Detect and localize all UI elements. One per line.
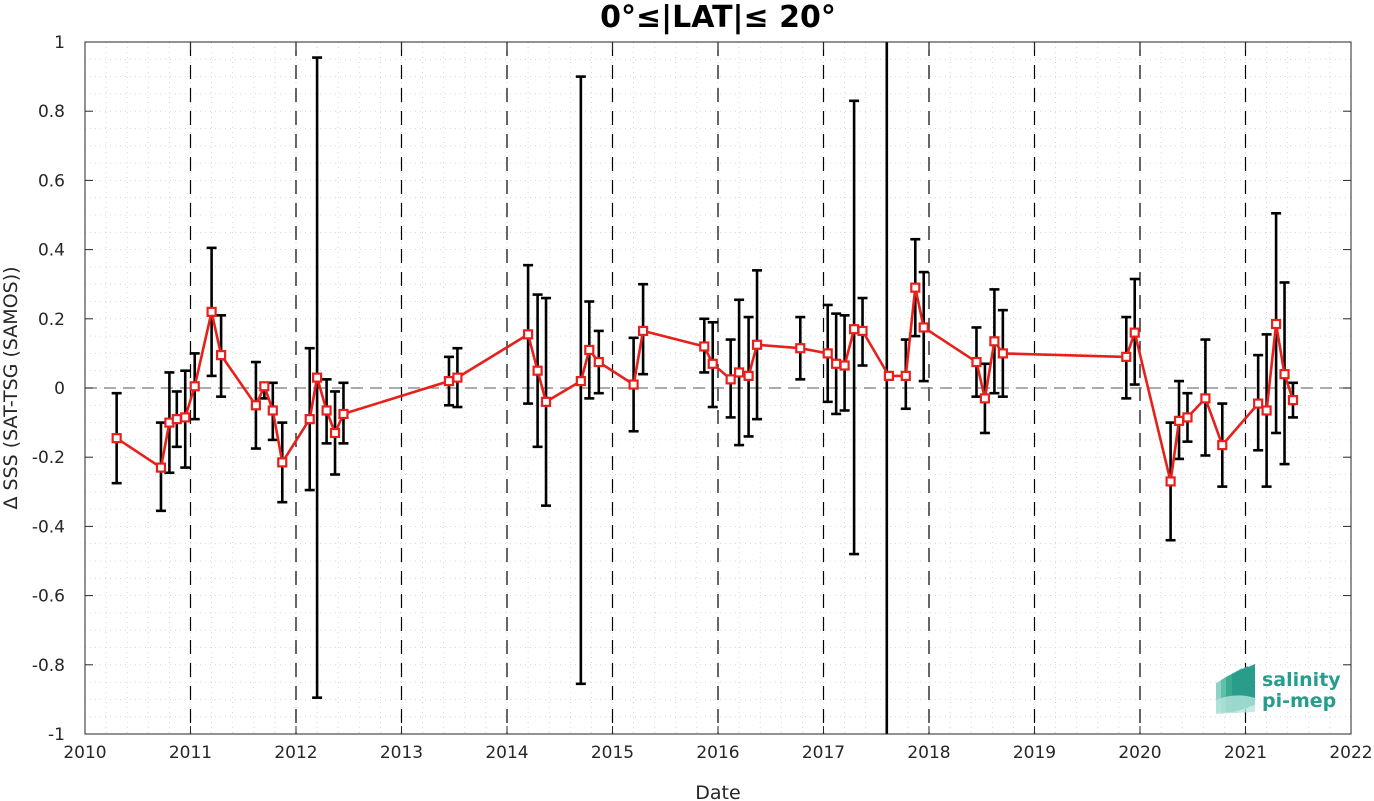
data-point: [593, 356, 604, 368]
x-tick-label: 2013: [380, 743, 423, 763]
data-point: [277, 457, 288, 468]
series: [111, 282, 1299, 487]
y-tick-label: -0.6: [32, 587, 65, 607]
data-point: [452, 372, 463, 383]
data-point: [206, 306, 217, 317]
y-tick-label: -0.8: [32, 656, 65, 676]
data-point: [532, 365, 543, 376]
data-point: [312, 372, 323, 383]
data-point: [584, 344, 595, 356]
chart-title: 0°≤|LAT|≤ 20°: [600, 0, 836, 35]
logo-line2: pi-mep: [1262, 690, 1336, 712]
x-tick-label: 2011: [169, 743, 212, 763]
data-point: [997, 348, 1008, 359]
x-tick-label: 2017: [802, 743, 845, 763]
x-tick-label: 2022: [1329, 743, 1372, 763]
data-point: [171, 414, 182, 425]
wave-stack-icon: [1216, 664, 1255, 714]
data-point: [839, 360, 850, 371]
x-tick-label: 2019: [1013, 743, 1056, 763]
x-tick-label: 2018: [907, 743, 950, 763]
data-point: [1270, 318, 1282, 330]
y-axis-label: Δ SSS (SAT-TSG (SAMOS)): [0, 266, 22, 509]
data-point: [822, 348, 833, 359]
data-point: [857, 325, 868, 337]
data-point: [910, 282, 921, 293]
data-point: [795, 343, 806, 354]
data-point: [979, 393, 991, 404]
tick-labels: 2010 2011 2012 2013 2014 2015 2016 2017 2018 2019…: [32, 33, 1373, 763]
data-point: [725, 374, 736, 385]
data-point: [1217, 439, 1228, 451]
data-point: [1253, 398, 1264, 409]
data-point: [989, 336, 1000, 347]
axis-ticks: [84, 41, 1352, 735]
y-tick-label: -1: [48, 725, 65, 745]
data-point: [155, 462, 167, 473]
data-point: [259, 381, 270, 392]
y-tick-label: 0: [54, 379, 65, 399]
data-point: [1200, 393, 1211, 404]
salinity-pi-mep-logo: salinity pi-mep: [1216, 664, 1341, 714]
x-tick-label: 2016: [696, 743, 739, 763]
x-tick-label: 2020: [1118, 743, 1161, 763]
data-point: [918, 322, 929, 333]
data-point: [180, 412, 191, 423]
data-point: [707, 358, 718, 369]
x-tick-label: 2015: [591, 743, 634, 763]
y-tick-label: 1: [54, 33, 65, 53]
data-point: [1173, 415, 1185, 426]
data-point: [250, 400, 262, 411]
data-point: [1129, 327, 1140, 338]
data-point: [329, 427, 341, 439]
data-point: [189, 381, 200, 392]
data-point: [1182, 412, 1193, 423]
y-tick-label: -0.4: [32, 517, 65, 537]
data-point: [522, 329, 534, 340]
data-point: [215, 350, 227, 361]
data-point: [637, 325, 649, 337]
data-point: [304, 414, 315, 425]
data-point: [321, 405, 332, 416]
x-axis-label: Date: [695, 782, 740, 801]
y-tick-label: 0.4: [38, 241, 65, 261]
y-tick-label: 0.6: [38, 171, 65, 191]
data-point: [267, 405, 278, 416]
y-tick-label: -0.2: [32, 448, 65, 468]
data-point: [628, 379, 639, 390]
x-tick-label: 2021: [1224, 743, 1267, 763]
data-point: [1279, 369, 1290, 380]
data-point: [883, 370, 895, 381]
data-point: [443, 375, 455, 387]
data-point: [733, 367, 745, 378]
reference-lines: [85, 42, 1351, 734]
data-point: [1121, 351, 1132, 362]
data-point: [1287, 395, 1299, 406]
x-tick-label: 2012: [274, 743, 317, 763]
logo-line1: salinity: [1262, 669, 1341, 691]
data-point: [699, 341, 710, 352]
data-point: [111, 433, 122, 444]
y-tick-label: 0.2: [38, 310, 65, 330]
data-point: [575, 375, 586, 387]
data-point: [540, 396, 552, 407]
data-point: [338, 408, 349, 420]
data-point: [848, 324, 860, 335]
data-point: [1261, 405, 1272, 416]
x-tick-label: 2010: [63, 743, 106, 763]
data-point: [1165, 476, 1176, 487]
data-point: [743, 370, 754, 381]
data-point: [831, 358, 842, 369]
data-point: [751, 339, 763, 350]
y-tick-label: 0.8: [38, 102, 65, 122]
data-point: [971, 356, 982, 368]
x-tick-label: 2014: [485, 743, 528, 763]
data-point: [900, 370, 911, 381]
